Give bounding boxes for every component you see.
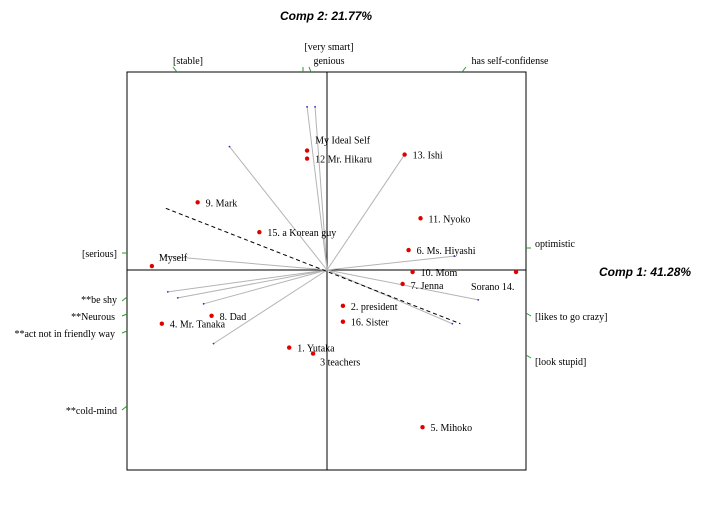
element-label-7: Myself <box>159 253 188 264</box>
construct-label-2: genious <box>313 56 344 67</box>
construct-vector-9 <box>177 269 328 299</box>
axes-layer <box>127 72 526 470</box>
construct-label-11: **cold-mind <box>66 406 117 417</box>
construct-tick-8 <box>121 296 128 302</box>
construct-label-4: [serious] <box>82 249 117 260</box>
construct-vector-tip-8 <box>166 290 169 293</box>
construct-tick-9 <box>121 313 128 317</box>
construct-label-10: **act not in friendly way <box>14 329 115 340</box>
construct-vector-tip-2 <box>314 105 316 108</box>
construct-vector-2 <box>314 106 328 271</box>
element-label-5: 15. a Korean guy <box>267 228 336 239</box>
element-label-3: 9. Mark <box>206 198 238 209</box>
construct-vector-tip-11 <box>212 342 215 345</box>
element-label-10: Sorano 14. <box>471 282 514 293</box>
element-point-15 <box>286 345 292 350</box>
element-point-0 <box>304 148 310 153</box>
construct-label-5: optimistic <box>535 239 576 250</box>
construct-vector-tip-9 <box>176 296 179 299</box>
construct-labels-layer: [stable] [very smart] genious has self-conf… <box>14 42 607 417</box>
construct-label-8: **be shy <box>81 295 117 306</box>
element-point-4 <box>418 216 423 221</box>
construct-vector-4 <box>165 255 328 271</box>
point-labels-layer: My Ideal Self 12 Mr. Hikaru 13. Ishi 9. Mar… <box>159 136 515 435</box>
element-label-0: My Ideal Self <box>315 136 371 147</box>
element-label-1: 12 Mr. Hikaru <box>315 155 372 166</box>
element-label-13: 16. Sister <box>351 318 389 329</box>
element-point-5 <box>257 229 262 235</box>
construct-vector-1 <box>306 106 328 271</box>
element-label-12: 2. president <box>351 302 398 313</box>
construct-vector-3 <box>326 154 406 271</box>
construct-vector-tip-10 <box>202 302 205 305</box>
element-label-15: 1. Yutaka <box>297 344 335 355</box>
element-point-1 <box>304 156 310 161</box>
element-point-10 <box>513 269 519 275</box>
construct-vector-7 <box>326 269 453 325</box>
element-point-17 <box>420 425 425 430</box>
element-label-9: 7. Jenna <box>411 281 444 292</box>
construct-vectors-layer <box>164 105 480 345</box>
dashed-axis-layer <box>165 207 461 325</box>
element-point-9 <box>400 281 405 287</box>
element-label-2: 13. Ishi <box>413 151 443 162</box>
element-point-8 <box>410 269 415 275</box>
construct-tick-10 <box>121 330 128 334</box>
construct-ticks-layer <box>121 66 532 411</box>
element-point-16 <box>310 351 316 356</box>
element-point-7 <box>149 263 155 269</box>
element-label-8: 10. Mom <box>421 268 458 279</box>
construct-label-1: [very smart] <box>304 42 353 53</box>
element-point-12 <box>340 303 346 309</box>
construct-label-3: has self-confidense <box>472 56 549 67</box>
y-axis-title: Comp 2: 21.77% <box>280 9 372 23</box>
element-label-11: 8. Dad <box>220 312 247 323</box>
construct-tick-2 <box>308 66 312 73</box>
construct-tick-11 <box>121 405 128 411</box>
element-point-11 <box>209 313 214 318</box>
x-axis-title: Comp 1: 41.28% <box>599 265 691 279</box>
element-point-14 <box>159 321 165 326</box>
construct-tick-0 <box>172 66 178 73</box>
element-point-2 <box>402 152 407 157</box>
construct-vector-tip-0 <box>228 145 231 148</box>
construct-vector-0 <box>229 146 328 271</box>
construct-label-9: **Neurous <box>71 312 115 323</box>
element-point-3 <box>195 200 200 205</box>
construct-label-7: [look stupid] <box>535 357 586 368</box>
construct-label-0: [stable] <box>173 56 203 67</box>
construct-label-6: [likes to go crazy] <box>535 312 607 323</box>
construct-vector-10 <box>203 269 328 305</box>
dashed-axis-line <box>165 207 461 325</box>
construct-vector-tip-6 <box>477 298 480 301</box>
points-layer <box>149 148 519 430</box>
element-label-16: 3 teachers <box>320 358 360 369</box>
construct-tick-7 <box>525 354 532 359</box>
construct-vector-tip-1 <box>306 105 308 108</box>
construct-vector-8 <box>167 269 328 293</box>
element-label-6: 6. Ms. Hiyashi <box>417 246 476 257</box>
construct-vector-tip-5 <box>453 255 456 257</box>
construct-vector-11 <box>213 269 328 345</box>
construct-tick-3 <box>461 66 467 73</box>
construct-vector-tip-7 <box>451 322 454 325</box>
element-label-17: 5. Mihoko <box>431 423 473 434</box>
element-label-14: 4. Mr. Tanaka <box>170 320 226 331</box>
element-point-13 <box>340 319 346 324</box>
construct-tick-6 <box>525 312 532 317</box>
element-point-6 <box>406 247 411 253</box>
element-label-4: 11. Nyoko <box>429 214 471 225</box>
construct-vector-tip-4 <box>164 255 167 257</box>
construct-vector-5 <box>326 255 455 271</box>
